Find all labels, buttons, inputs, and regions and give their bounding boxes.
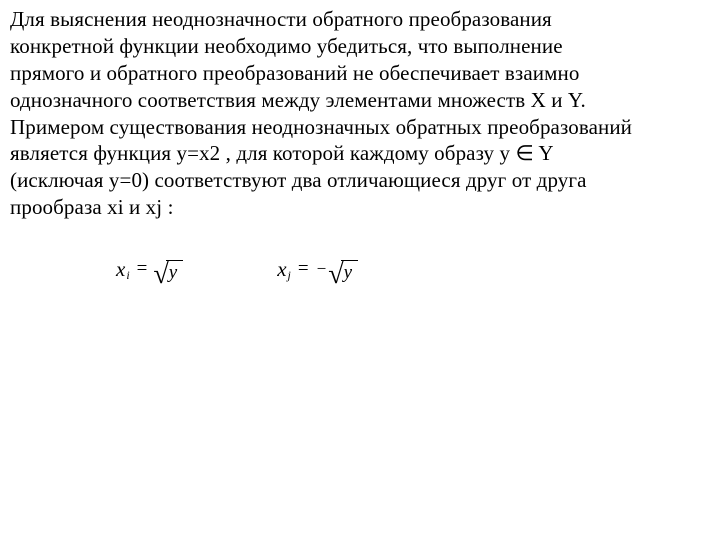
body-paragraph: Для выяснения неоднозначности обратного …	[10, 6, 706, 221]
sqrt-icon: √ y	[153, 255, 183, 283]
line-2: конкретной функции необходимо убедиться,…	[10, 34, 563, 58]
formula-xi: x i = √ y	[116, 255, 183, 283]
element-of-symbol: ∈	[515, 141, 533, 165]
line-8: прообраза xi и xj :	[10, 195, 174, 219]
subscript-i: i	[126, 268, 129, 283]
line-1: Для выяснения неоднозначности обратного …	[10, 7, 552, 31]
formula-xj: x j = − √ y	[277, 255, 358, 283]
line-7: (исключая y=0) соответствуют два отличаю…	[10, 168, 587, 192]
minus-sign: −	[317, 259, 327, 279]
line-6a: является функция y=x2 , для которой кажд…	[10, 141, 515, 165]
line-5: Примером существования неоднозначных обр…	[10, 115, 632, 139]
sqrt-icon: √ y	[328, 255, 358, 283]
radical-sign: √	[328, 264, 343, 286]
line-6b: Y	[534, 141, 554, 165]
equals-sign: =	[298, 258, 309, 280]
var-x: x	[277, 257, 286, 282]
radical-sign: √	[153, 264, 168, 286]
formula-row: x i = √ y x j = − √ y	[116, 255, 706, 283]
document-page: Для выяснения неоднозначности обратного …	[0, 0, 720, 540]
equals-sign: =	[137, 258, 148, 280]
line-4: однозначного соответствия между элемента…	[10, 88, 586, 112]
var-x: x	[116, 257, 125, 282]
subscript-j: j	[288, 268, 291, 283]
line-3: прямого и обратного преобразований не об…	[10, 61, 579, 85]
